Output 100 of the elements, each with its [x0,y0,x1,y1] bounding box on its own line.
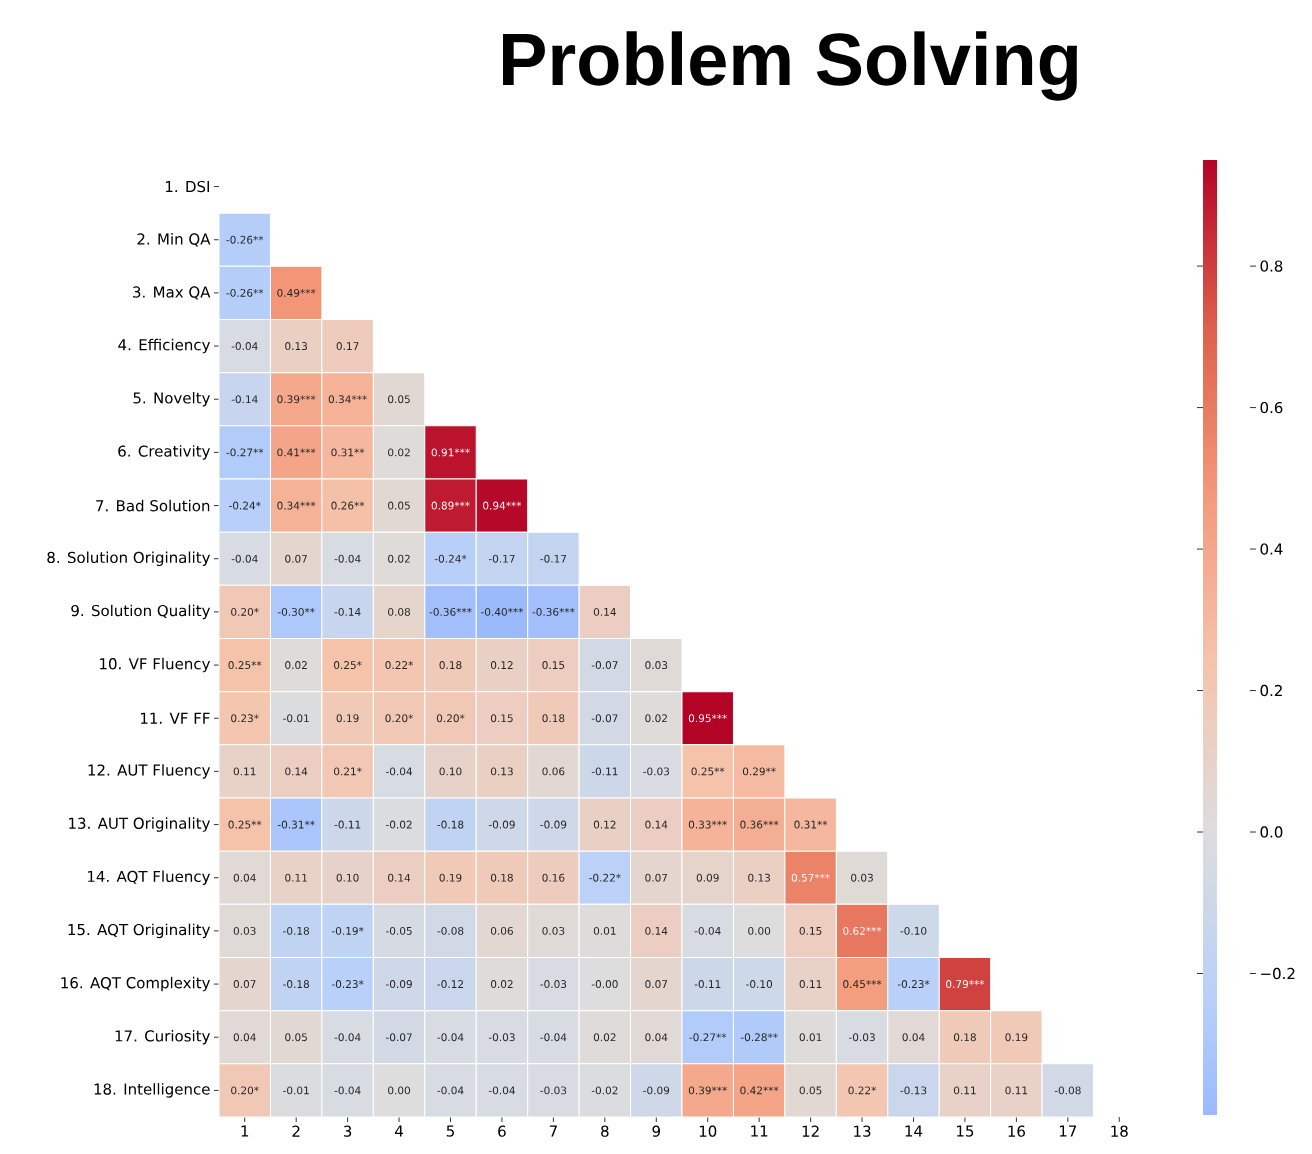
data-label: 0.22* [848,1086,877,1095]
data-label: 0.22* [385,661,414,670]
data-label: -0.24* [229,501,261,510]
data-label: 0.09 [696,873,719,882]
data-label: 0.39*** [688,1086,727,1095]
x-tick-label: 8 [601,1125,609,1137]
data-label: 0.57*** [791,873,830,882]
color-bar-label: 0.8 [1260,260,1283,272]
data-label: -0.26** [226,235,264,244]
data-label: -0.22* [589,873,621,882]
y-tick-label: 14. AQT Fluency [88,870,211,885]
data-label: 0.45*** [843,980,882,989]
data-label: -0.27** [226,448,264,457]
data-label: 0.41*** [277,448,316,457]
data-label: -0.05 [385,926,412,935]
data-label: 0.04 [233,1033,256,1042]
data-label: -0.04 [488,1086,515,1095]
data-label: 0.18 [439,661,462,670]
data-label: -0.01 [283,714,309,723]
data-label: -0.40*** [481,607,524,616]
data-label: 0.16 [542,873,565,882]
data-label: 0.95*** [688,714,727,723]
data-label: 0.91*** [431,448,470,457]
y-tick-label: 15. AQT Originality [68,923,211,939]
data-label: 0.42*** [740,1086,779,1095]
y-tick-label: 16. AQT Complexity [61,976,211,992]
data-label: 0.39*** [277,395,316,404]
data-label: 0.04 [645,1033,668,1042]
data-label: 0.13 [285,342,308,351]
x-tick-label: 2 [292,1125,300,1137]
x-tick-label: 15 [957,1125,974,1137]
data-label: -0.31** [277,820,315,829]
data-label: -0.10 [900,926,927,935]
data-label: 0.13 [490,767,513,776]
x-tick-label: 13 [854,1125,871,1137]
x-tick-label: 14 [905,1125,923,1137]
data-label: 0.05 [285,1033,307,1042]
data-label: -0.07 [591,661,618,670]
data-label: 0.02 [490,980,513,989]
data-label: -0.14 [231,395,258,404]
data-label: 0.79*** [946,980,985,989]
data-label: -0.01 [283,1086,309,1095]
data-label: 0.01 [593,926,616,935]
data-label: 0.01 [799,1033,822,1042]
data-label: -0.11 [334,820,361,829]
data-label: -0.09 [540,820,567,829]
data-label: -0.09 [488,820,515,829]
data-label: 0.14 [593,607,616,616]
data-label: -0.18 [283,980,310,989]
y-tick-label: 5. Novelty [133,391,211,407]
y-tick-label: 4. Efficiency [118,338,211,354]
data-label: -0.13 [900,1086,927,1095]
color-bar-label: 0.4 [1260,543,1283,555]
data-label: 0.11 [953,1086,976,1095]
data-label: 0.25** [228,661,262,670]
data-label: 0.11 [285,873,307,882]
data-label: 0.03 [542,926,565,935]
data-label: 0.12 [593,820,616,829]
data-label: 0.10 [336,873,359,882]
x-tick-label: 12 [802,1125,819,1137]
x-tick-label: 4 [395,1125,403,1137]
data-label: -0.14 [334,607,361,616]
data-label: -0.36*** [532,607,575,616]
data-label: -0.04 [334,554,361,563]
data-label: -0.07 [591,714,618,723]
data-label: -0.04 [694,926,721,935]
data-label: 0.11 [1005,1086,1028,1095]
x-tick-label: 6 [498,1125,506,1137]
data-label: 0.02 [388,448,410,457]
data-label: -0.04 [231,342,258,351]
data-label: -0.03 [540,1086,567,1095]
data-label: 0.12 [490,661,513,670]
data-label: -0.03 [488,1033,515,1042]
data-label: 0.14 [645,926,668,935]
data-label: 0.33*** [688,820,727,829]
data-label: -0.02 [385,820,412,829]
data-label: -0.07 [385,1033,412,1042]
data-label: 0.20* [436,714,465,723]
data-label: -0.24* [434,554,467,563]
data-label: -0.17 [488,554,515,563]
data-label: 0.19 [336,714,359,723]
data-label: 0.17 [336,342,359,351]
y-tick-label: 1. DSI [165,180,209,193]
y-tick-label: 13. AUT Originality [69,817,211,832]
data-label: -0.03 [643,767,670,776]
data-label: 0.15 [542,661,565,670]
data-label: 0.02 [388,554,410,563]
data-label: 0.05 [799,1086,822,1095]
x-tick-label: 16 [1008,1125,1025,1137]
data-label: 0.18 [490,873,513,882]
data-label: 0.20* [231,607,259,616]
x-tick-label: 17 [1059,1125,1077,1137]
data-label: 0.03 [851,873,873,882]
data-label: -0.03 [848,1033,875,1042]
y-tick-label: 3. Max QA [133,286,211,300]
x-tick-label: 18 [1111,1125,1128,1137]
data-label: 0.26** [331,501,365,510]
x-tick-label: 11 [751,1125,768,1137]
data-label: 0.02 [285,661,307,670]
data-label: 0.10 [439,767,462,776]
